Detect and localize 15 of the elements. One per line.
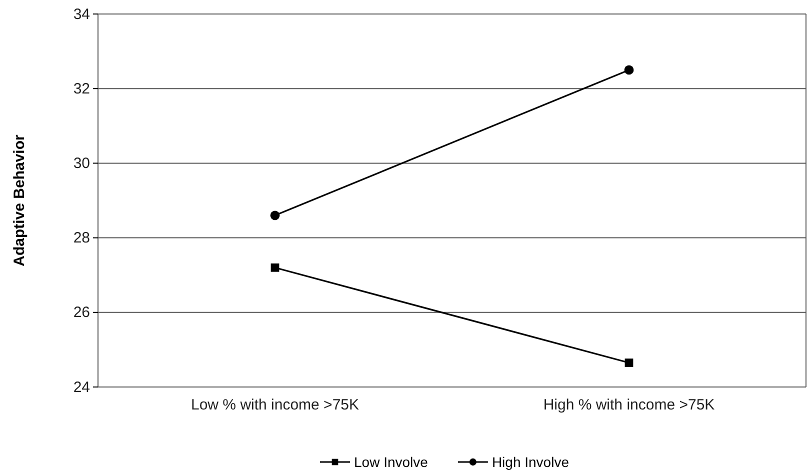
y-tick-label: 24 xyxy=(73,378,90,396)
point xyxy=(270,263,280,272)
x-tick-label: Low % with income >75K xyxy=(190,396,360,414)
y-tick-label: 32 xyxy=(73,80,90,98)
y-tick-label: 30 xyxy=(73,155,90,172)
point xyxy=(624,358,634,367)
point xyxy=(270,210,280,220)
legend-label: Low Involve xyxy=(354,454,428,470)
point xyxy=(624,65,634,75)
y-tick-label: 26 xyxy=(73,304,90,322)
legend-label: High Involve xyxy=(492,454,570,470)
y-tick-label: 28 xyxy=(73,230,90,247)
x-tick-label: High % with income >75K xyxy=(543,396,715,414)
y-tick-label: 34 xyxy=(73,6,90,23)
y-axis-title: Adaptive Behavior xyxy=(11,134,28,266)
